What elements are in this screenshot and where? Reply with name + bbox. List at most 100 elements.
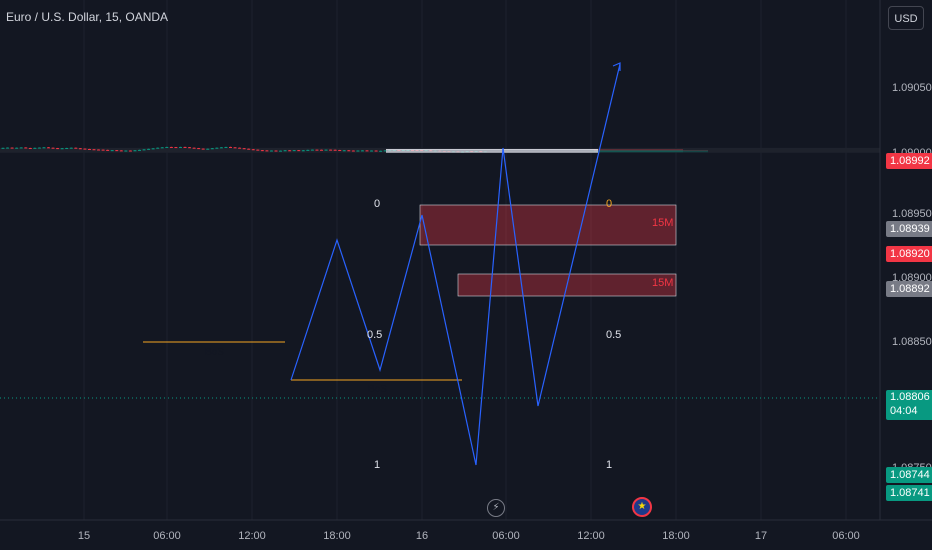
candle-body [60,148,64,150]
candle-body [147,148,151,150]
candle-body [19,147,23,149]
current-price-tag: 1.08806 04:04 [886,390,932,420]
candle-body [269,150,273,152]
candle-body [265,150,269,152]
take-profit-zone [594,150,708,153]
candle-body [242,148,246,150]
fib-label-0-5: 0.5 [367,329,383,341]
candle-body [411,149,414,151]
fib-label-0: 0 [374,198,381,210]
stop-loss-zone [590,149,683,150]
entry-price-tag: 1.08892 [886,281,932,297]
candle-body [28,147,32,149]
candle-body [165,146,169,148]
price-tick: 1.08850 [892,336,932,348]
candle-body [110,150,114,152]
stop-price-tag: 1.08992 [886,153,932,169]
candle-body [201,148,205,150]
target-price-tag: 1.08741 [886,485,932,501]
currency-button[interactable]: USD [888,6,924,30]
drawing-tools [143,62,621,466]
time-tick: 18:00 [323,530,351,542]
fib-label-1: 1 [374,459,381,471]
symbol-title[interactable]: Euro / U.S. Dollar, 15, OANDA [6,10,169,24]
bos-label: BoS [205,347,224,358]
candle-body [160,147,164,149]
zone-timeframe-label: 15M [652,217,674,229]
candle-body [347,150,351,152]
candle-body [383,150,387,152]
lightning-event-icon[interactable]: ⚡ [487,499,505,517]
candle-body [279,150,283,152]
time-tick: 06:00 [492,530,520,542]
candle-body [288,150,292,152]
order-block-zone [419,204,677,246]
fib-label-0-5-right: 0.5 [606,329,622,341]
candle-body [315,149,319,151]
time-tick: 16 [415,530,429,542]
candle-body [329,149,333,151]
candle-body [247,148,251,150]
candle-body [310,149,314,151]
candle-body [256,149,260,151]
candle-body [115,150,119,152]
stop-price-tag: 1.08920 [886,246,932,262]
candle-body [324,149,328,151]
candle-body [283,150,287,152]
candle-body [260,150,264,152]
target-price-tag: 1.08744 [886,467,932,483]
eu-flag-event-icon[interactable]: ★ [632,497,652,517]
candle-body [406,149,410,151]
fib-label-0-right: 0 [606,198,613,210]
candle-body [87,149,91,150]
candle-body [365,150,369,152]
candle-body [78,148,82,150]
candle-body [356,150,360,152]
candle-body [128,150,132,152]
candle-body [320,149,323,151]
candle-body [37,147,41,149]
candle-body [215,147,219,149]
time-tick: 18:00 [662,530,690,542]
projection-path [290,63,621,466]
candle-body [229,146,232,148]
candle-body [370,150,374,152]
candle-body [238,147,242,149]
candle-body [15,147,19,149]
candle-body [51,147,55,149]
bos-label: BoS [368,384,387,395]
candle-body [360,150,364,152]
candle-body [124,150,128,152]
candle-body [210,148,214,150]
candle-body [69,147,73,149]
candle-body [301,150,305,152]
candle-body [351,150,355,152]
candle-body [1,147,5,149]
time-tick: 12:00 [577,530,605,542]
candle-body [10,147,14,149]
candle-body [142,149,146,151]
candle-body [47,147,50,149]
candle-body [92,149,96,151]
time-tick: 17 [754,530,768,542]
candle-body [133,150,137,152]
candle-body [192,147,196,149]
candle-body [138,149,141,151]
candle-body [297,150,301,152]
candle-body [106,149,110,151]
price-tick: 1.08950 [892,208,932,220]
candle-body [401,149,405,151]
candle-body [6,147,10,149]
current-price: 1.08806 [890,391,930,403]
candle-body [101,149,105,151]
candle-body [251,149,255,151]
candle-body [292,150,296,152]
candle-body [338,150,342,152]
candle-body [379,150,383,152]
fib-label-1-right: 1 [606,459,613,471]
candle-body [119,150,123,152]
candle-body [65,147,69,149]
candle-body [342,150,346,152]
candle-body [197,148,201,150]
